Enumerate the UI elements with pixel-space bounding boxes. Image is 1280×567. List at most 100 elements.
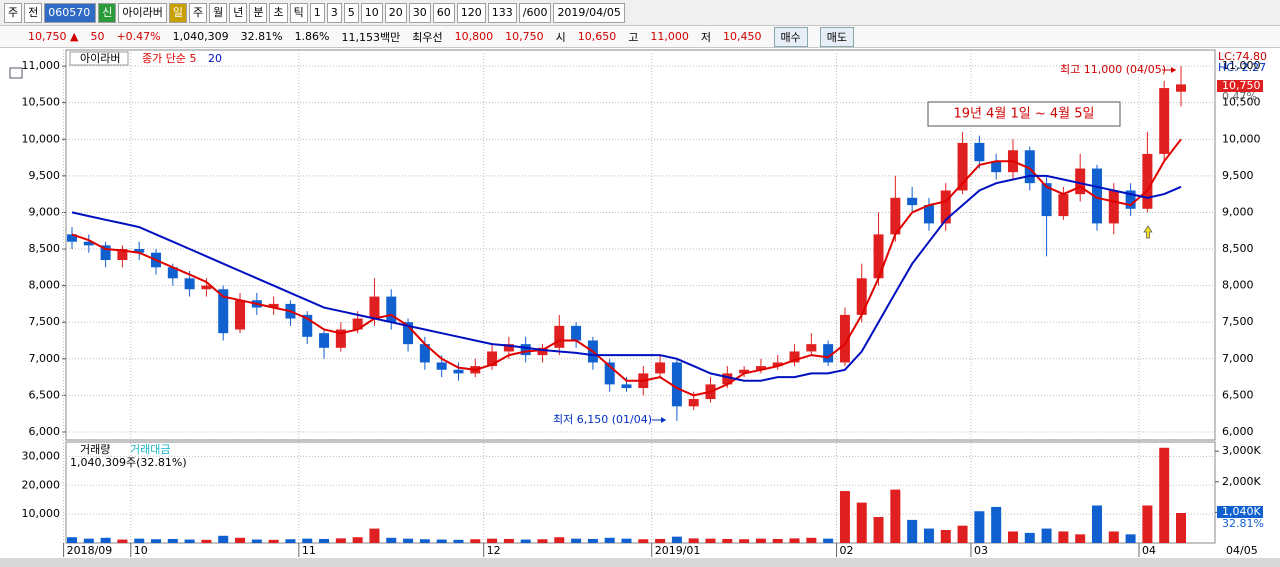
y-tick-label: 9,000 bbox=[29, 205, 61, 218]
toolbar-item[interactable]: 전 bbox=[24, 2, 43, 23]
toolbar-item[interactable]: 년 bbox=[229, 2, 248, 23]
high-annotation: 최고 11,000 (04/05) bbox=[1060, 63, 1166, 76]
volume-bar bbox=[789, 538, 800, 543]
candle-body bbox=[755, 366, 766, 370]
x-tick-label: 2019/01 bbox=[655, 544, 701, 557]
x-tick-label: 12 bbox=[487, 544, 501, 557]
toolbar-item[interactable]: 120 bbox=[456, 2, 486, 23]
candle-body bbox=[134, 249, 145, 253]
toolbar-item[interactable]: 아이라버 bbox=[118, 2, 167, 23]
candle-body bbox=[1108, 190, 1119, 224]
toolbar-item[interactable]: 60 bbox=[432, 2, 455, 23]
volume-bar bbox=[739, 539, 750, 543]
toolbar-item[interactable]: /600 bbox=[518, 2, 552, 23]
volume-bar bbox=[319, 538, 330, 543]
y-tick-label: 8,000 bbox=[29, 279, 61, 292]
volume-bar bbox=[1176, 512, 1186, 543]
y-tick-label: 10,000 bbox=[22, 507, 61, 520]
candle-body bbox=[1125, 190, 1136, 209]
candle-body bbox=[67, 234, 77, 242]
last-date: 04/05 bbox=[1226, 544, 1258, 557]
candle-body bbox=[184, 278, 195, 290]
candle-body bbox=[856, 278, 867, 315]
y-tick-label-right: 8,500 bbox=[1222, 242, 1254, 255]
candle-body bbox=[940, 190, 951, 224]
toolbar-item[interactable]: 133 bbox=[487, 2, 517, 23]
x-tick-label: 04 bbox=[1142, 544, 1156, 557]
y-tick-label: 20,000 bbox=[22, 478, 61, 491]
quote-field: +0.47% bbox=[116, 30, 161, 43]
toolbar-item[interactable]: 20 bbox=[384, 2, 407, 23]
quote-field: 고 bbox=[628, 30, 639, 44]
volume-bar bbox=[923, 528, 934, 543]
toolbar-item[interactable]: 틱 bbox=[289, 2, 308, 23]
y-tick-label: 30,000 bbox=[22, 449, 61, 462]
volume-bar bbox=[100, 537, 111, 543]
volume-bar bbox=[503, 538, 514, 543]
order-button[interactable]: 매수 bbox=[773, 26, 808, 47]
y-tick-label-right: 11,000 bbox=[1222, 59, 1261, 72]
candle-body bbox=[890, 197, 901, 235]
volume-label: 1,040K bbox=[1222, 505, 1261, 518]
volume-bar bbox=[621, 538, 632, 543]
ratio-label: 32.81% bbox=[1222, 517, 1264, 530]
y-tick-label: 7,500 bbox=[29, 315, 61, 328]
toolbar-item[interactable]: 주 bbox=[4, 2, 23, 23]
candle-body bbox=[604, 362, 615, 385]
volume-bar bbox=[151, 539, 162, 543]
toolbar-item[interactable]: 3 bbox=[326, 2, 342, 23]
volume-bar bbox=[419, 539, 430, 543]
volume-bar bbox=[201, 539, 212, 543]
volume-bar bbox=[957, 525, 968, 543]
candle-body bbox=[839, 314, 850, 363]
volume-bar bbox=[1041, 528, 1052, 543]
y-tick-label: 7,000 bbox=[29, 352, 61, 365]
toolbar-item[interactable]: 10 bbox=[360, 2, 383, 23]
toolbar-item[interactable]: 초 bbox=[269, 2, 288, 23]
volume-bar bbox=[302, 538, 313, 543]
volume-bar bbox=[436, 539, 447, 543]
toolbar-item[interactable]: 분 bbox=[249, 2, 268, 23]
y-tick-label-right: 9,500 bbox=[1222, 169, 1254, 182]
y-tick-label-right: 6,500 bbox=[1222, 388, 1254, 401]
volume-bar bbox=[134, 538, 145, 543]
volume-info: 1,040,309주(32.81%) bbox=[70, 456, 187, 469]
order-button[interactable]: 매도 bbox=[819, 26, 854, 47]
volume-bar bbox=[974, 511, 985, 543]
toolbar-item[interactable]: 1 bbox=[309, 2, 325, 23]
candle-body bbox=[873, 234, 884, 279]
low-annotation: 최저 6,150 (01/04) bbox=[553, 413, 652, 426]
x-tick-label: 03 bbox=[974, 544, 988, 557]
y-tick-label: 10,000 bbox=[22, 132, 61, 145]
toolbar-item[interactable]: 신 bbox=[98, 2, 117, 23]
toolbar-item[interactable]: 060570 bbox=[44, 2, 97, 23]
quote-field: 10,650 bbox=[577, 30, 617, 43]
x-tick-label: 02 bbox=[840, 544, 854, 557]
toolbar-item[interactable]: 5 bbox=[343, 2, 359, 23]
period-label: 19년 4월 1일 ~ 4월 5일 bbox=[954, 107, 1095, 122]
candle-body bbox=[722, 373, 733, 385]
candle-body bbox=[436, 362, 447, 370]
quote-field: 10,800 bbox=[454, 30, 494, 43]
volume-bar bbox=[470, 539, 481, 543]
price-box bbox=[1217, 80, 1263, 92]
candle-body bbox=[1142, 153, 1153, 209]
x-tick-label: 2018/09 bbox=[67, 544, 113, 557]
volume-pane bbox=[65, 441, 1216, 544]
candle-body bbox=[974, 142, 985, 162]
candle-body bbox=[991, 161, 1002, 173]
candle-body bbox=[503, 344, 514, 352]
volume-bar bbox=[806, 537, 817, 543]
toolbar-item[interactable]: 일 bbox=[168, 2, 187, 23]
volume-bar bbox=[571, 538, 582, 543]
toolbar-item[interactable]: 2019/04/05 bbox=[553, 2, 625, 23]
candle-body bbox=[453, 369, 464, 374]
candle-body bbox=[1091, 168, 1102, 224]
toolbar-item[interactable]: 월 bbox=[209, 2, 228, 23]
pane-icon bbox=[9, 67, 23, 79]
toolbar-item[interactable]: 주 bbox=[188, 2, 208, 23]
quote-bar: 10,750 ▲ 50 +0.47% 1,040,309 32.81% 1.86% 11,1… bbox=[0, 26, 1280, 48]
candle-body bbox=[739, 369, 750, 374]
quote-field: 50 bbox=[90, 30, 105, 43]
toolbar-item[interactable]: 30 bbox=[408, 2, 431, 23]
